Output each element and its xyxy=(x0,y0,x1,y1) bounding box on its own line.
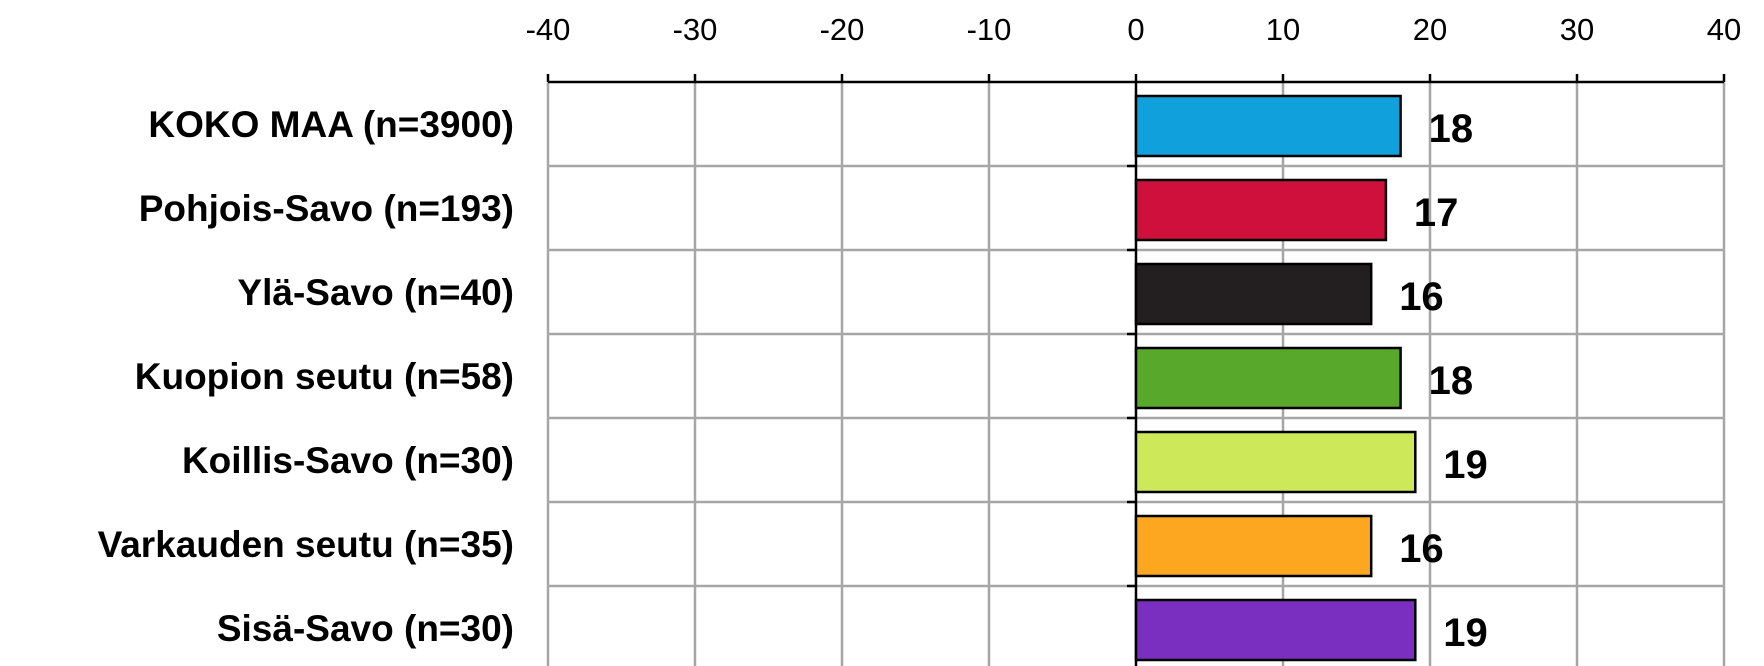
x-tick-label-5: 10 xyxy=(1266,12,1300,47)
bar-6 xyxy=(1134,598,1417,662)
category-label-1: Pohjois-Savo (n=193) xyxy=(139,188,514,229)
category-label-4: Koillis-Savo (n=30) xyxy=(182,440,514,481)
data-label-1: 17 xyxy=(1414,191,1459,235)
bar-2 xyxy=(1134,262,1373,326)
x-tick-label-4: 0 xyxy=(1127,12,1144,47)
bar-5 xyxy=(1134,514,1373,578)
bar-3 xyxy=(1134,346,1402,410)
x-tick-label-1: -30 xyxy=(673,12,718,47)
category-label-0: KOKO MAA (n=3900) xyxy=(148,104,514,145)
x-tick-label-6: 20 xyxy=(1413,12,1447,47)
category-label-6: Sisä-Savo (n=30) xyxy=(217,608,514,649)
bar-0 xyxy=(1134,94,1402,158)
bars xyxy=(1134,94,1417,662)
category-label-5: Varkauden seutu (n=35) xyxy=(98,524,514,565)
data-label-0: 18 xyxy=(1429,107,1474,151)
data-label-3: 18 xyxy=(1429,359,1474,403)
category-label-3: Kuopion seutu (n=58) xyxy=(135,356,514,397)
category-labels: KOKO MAA (n=3900) Pohjois-Savo (n=193) Ylä… xyxy=(98,104,514,649)
x-tick-label-2: -20 xyxy=(820,12,865,47)
bar-1 xyxy=(1134,178,1388,242)
data-label-6: 19 xyxy=(1443,611,1488,655)
data-label-4: 19 xyxy=(1443,443,1488,487)
x-tick-labels: -40 -30 -20 -10 0 10 20 30 40 xyxy=(526,12,1742,47)
x-tick-label-8: 40 xyxy=(1707,12,1741,47)
bar-4 xyxy=(1134,430,1417,494)
data-label-2: 16 xyxy=(1399,275,1444,319)
x-tick-label-0: -40 xyxy=(526,12,571,47)
x-tick-label-7: 30 xyxy=(1560,12,1594,47)
data-labels: 18 17 16 18 19 16 19 xyxy=(1399,107,1488,655)
category-label-2: Ylä-Savo (n=40) xyxy=(237,272,514,313)
data-label-5: 16 xyxy=(1399,527,1444,571)
x-tick-label-3: -10 xyxy=(967,12,1012,47)
